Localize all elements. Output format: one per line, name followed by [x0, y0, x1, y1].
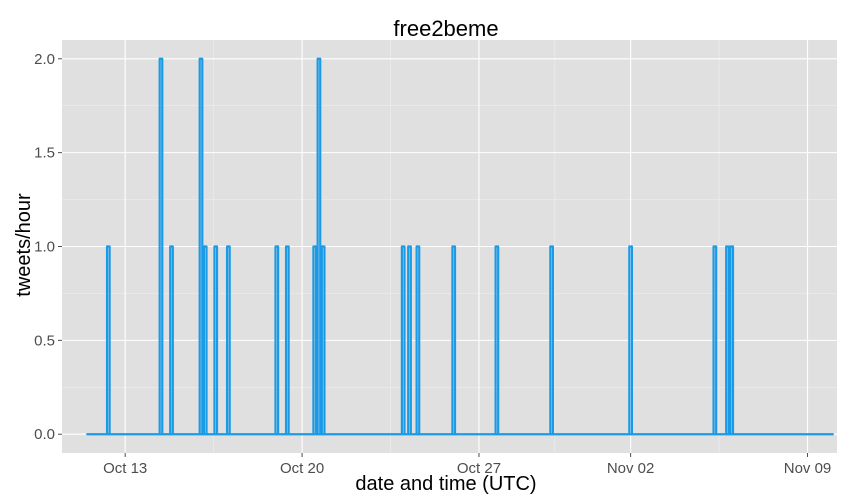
series-spike: [284, 245, 290, 435]
series-spike: [225, 245, 231, 435]
y-tick-label: 2.0: [34, 51, 55, 68]
series-layer: [86, 57, 834, 436]
series-spike: [198, 57, 204, 435]
series-spike: [316, 57, 322, 435]
series-spike: [725, 245, 730, 435]
x-tick-labels: Oct 13 Oct 20 Oct 27 Nov 02 Nov 09: [103, 460, 831, 477]
series-spike: [105, 245, 111, 435]
x-tick-label: Nov 09: [784, 460, 832, 477]
series-spike: [158, 57, 164, 435]
series-spike: [712, 245, 718, 435]
series-spike: [202, 245, 208, 435]
y-tick-labels: 0.0 0.5 1.0 1.5 2.0: [34, 51, 55, 443]
series-spike: [407, 245, 412, 435]
grid-minor: [62, 40, 837, 453]
series-spike: [312, 245, 318, 435]
series-spike: [274, 245, 280, 435]
y-axis-title: tweets/hour: [13, 193, 35, 297]
x-tick-label: Nov 02: [607, 460, 655, 477]
axis-ticks: [58, 58, 809, 457]
series-spike: [729, 245, 735, 435]
x-tick-label: Oct 13: [103, 460, 147, 477]
series-spike: [494, 245, 500, 435]
series-spike: [451, 245, 457, 435]
y-tick-label: 0.5: [34, 332, 55, 349]
x-axis-title: date and time (UTC): [355, 473, 536, 495]
series-spike: [628, 245, 634, 435]
x-tick-label: Oct 27: [457, 460, 501, 477]
series-spike: [169, 245, 174, 435]
chart-title: free2beme: [393, 16, 498, 41]
series-spike: [213, 245, 219, 435]
series-spike: [320, 245, 326, 435]
series-spike: [400, 245, 406, 435]
y-tick-label: 0.0: [34, 426, 55, 443]
series-spike: [415, 245, 421, 435]
series-spike: [549, 245, 555, 435]
y-tick-label: 1.0: [34, 239, 55, 256]
y-tick-label: 1.5: [34, 145, 55, 162]
x-tick-label: Oct 20: [280, 460, 324, 477]
